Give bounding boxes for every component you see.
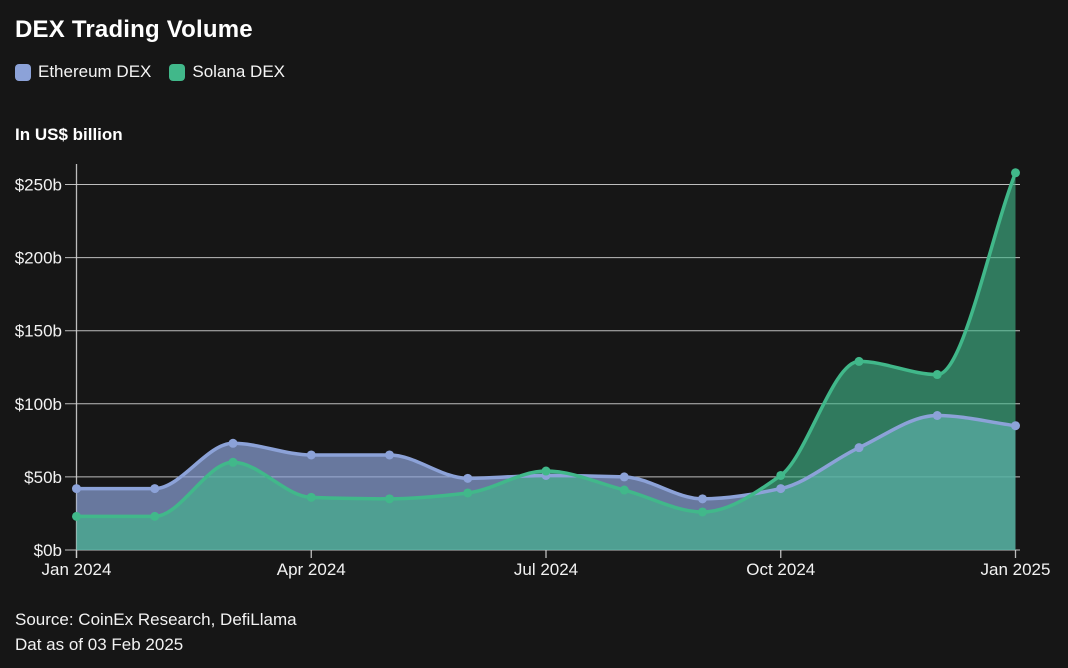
svg-text:$100b: $100b (15, 395, 62, 414)
legend-label-solana: Solana DEX (192, 62, 286, 81)
source-line: Source: CoinEx Research, DefiLlama (15, 610, 297, 629)
svg-text:Jan 2024: Jan 2024 (42, 560, 112, 579)
legend-label-ethereum: Ethereum DEX (38, 62, 152, 81)
as-of-line: Dat as of 03 Feb 2025 (15, 635, 184, 654)
ethereum-swatch-icon (15, 63, 31, 81)
svg-text:$250b: $250b (15, 176, 62, 195)
legend-item-solana: Solana DEX (169, 62, 285, 82)
svg-text:Jan 2025: Jan 2025 (981, 560, 1051, 579)
svg-text:Apr 2024: Apr 2024 (277, 560, 346, 579)
chart-legend: Ethereum DEX Solana DEX (15, 62, 285, 82)
svg-text:$200b: $200b (15, 249, 62, 268)
svg-text:$150b: $150b (15, 322, 62, 341)
svg-text:Jul 2024: Jul 2024 (514, 560, 578, 579)
legend-item-ethereum: Ethereum DEX (15, 62, 151, 82)
trading-volume-area-chart: $0b $50b $100b $150b $200b $250b Jan 2024 Apr 2… (15, 164, 1051, 579)
source-note: Source: CoinEx Research, DefiLlama Dat a… (15, 607, 297, 657)
chart-title: DEX Trading Volume (15, 16, 253, 43)
svg-text:Oct 2024: Oct 2024 (746, 560, 815, 579)
unit-label: In US$ billion (15, 125, 123, 144)
svg-text:$0b: $0b (34, 541, 62, 560)
solana-swatch-icon (169, 63, 186, 81)
svg-text:$50b: $50b (24, 468, 62, 487)
